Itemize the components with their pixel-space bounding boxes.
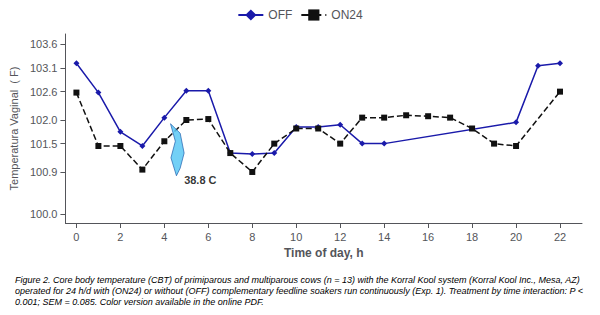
svg-text:2: 2 <box>117 231 123 243</box>
svg-text:10: 10 <box>290 231 302 243</box>
svg-text:Figure 2. Core body temperatur: Figure 2. Core body temperature (CBT) of… <box>15 275 582 285</box>
svg-text:102.0: 102.0 <box>30 114 58 126</box>
svg-text:6: 6 <box>205 231 211 243</box>
svg-text:ON24: ON24 <box>331 8 363 22</box>
svg-text:4: 4 <box>161 231 167 243</box>
svg-text:8: 8 <box>249 231 255 243</box>
svg-text:20: 20 <box>510 231 522 243</box>
svg-text:OFF: OFF <box>268 8 292 22</box>
svg-text:22: 22 <box>554 231 566 243</box>
svg-text:101.5: 101.5 <box>30 138 58 150</box>
svg-text:0: 0 <box>73 231 79 243</box>
svg-text:100.9: 100.9 <box>30 166 58 178</box>
svg-text:Time of day, h: Time of day, h <box>284 246 364 260</box>
svg-text:0.001; SEM = 0.085. Color vers: 0.001; SEM = 0.085. Color version availa… <box>15 297 264 307</box>
svg-text:103.1: 103.1 <box>30 62 58 74</box>
svg-text:14: 14 <box>378 231 390 243</box>
svg-text:Temperatura Vaginal ( F): Temperatura Vaginal ( F) <box>8 67 20 191</box>
svg-text:102.6: 102.6 <box>30 86 58 98</box>
svg-text:103.6: 103.6 <box>30 38 58 50</box>
svg-text:100.0: 100.0 <box>30 208 58 220</box>
svg-text:12: 12 <box>334 231 346 243</box>
svg-text:18: 18 <box>466 231 478 243</box>
svg-text:38.8 C: 38.8 C <box>184 174 216 186</box>
svg-text:operated for 24 h/d with (ON24: operated for 24 h/d with (ON24) or witho… <box>15 286 586 296</box>
svg-text:16: 16 <box>422 231 434 243</box>
